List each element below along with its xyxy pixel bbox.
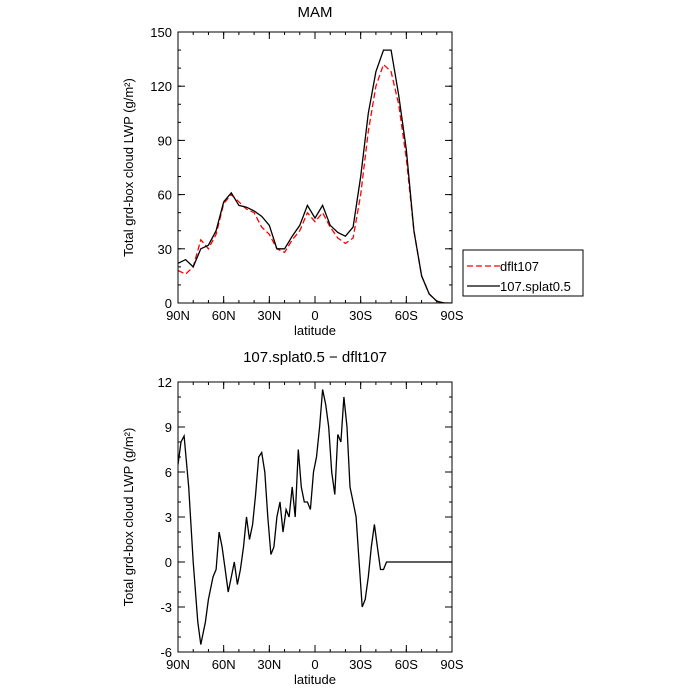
x-tick-label: 60N xyxy=(212,308,236,323)
x-tick-label: 30S xyxy=(349,308,372,323)
y-tick-label: 0 xyxy=(165,555,172,570)
legend-label: 107.splat0.5 xyxy=(500,279,571,294)
y-tick-label: -6 xyxy=(160,645,172,660)
y-tick-label: 30 xyxy=(158,242,172,257)
y-tick-label: 90 xyxy=(158,133,172,148)
y-tick-label: 9 xyxy=(165,420,172,435)
chart-title: 107.splat0.5 − dflt107 xyxy=(243,349,387,366)
x-tick-label: 90N xyxy=(166,657,190,672)
y-axis-label: Total grd-box cloud LWP (g/m²) xyxy=(121,428,136,607)
x-axis-label: latitude xyxy=(294,323,336,338)
x-tick-label: 60S xyxy=(395,308,418,323)
x-tick-label: 90N xyxy=(166,308,190,323)
x-tick-label: 30S xyxy=(349,657,372,672)
legend-box xyxy=(462,249,584,297)
x-tick-label: 60N xyxy=(212,657,236,672)
y-tick-label: 60 xyxy=(158,188,172,203)
y-tick-label: 3 xyxy=(165,510,172,525)
x-tick-label: 0 xyxy=(311,308,318,323)
series-line-difference xyxy=(178,389,452,645)
y-tick-label: 0 xyxy=(165,296,172,311)
legend-label: dflt107 xyxy=(500,259,539,274)
x-tick-label: 90S xyxy=(440,657,463,672)
legend: dflt107 107.splat0.5 xyxy=(462,249,584,297)
series-line-107-splat0-5 xyxy=(178,49,452,303)
plot-frame xyxy=(177,381,453,653)
x-tick-label: 60S xyxy=(395,657,418,672)
x-tick-label: 0 xyxy=(311,657,318,672)
plot-frame xyxy=(177,31,453,304)
series-line-dflt107 xyxy=(178,63,452,303)
x-axis-label: latitude xyxy=(294,672,336,687)
x-tick-label: 30N xyxy=(257,657,281,672)
y-axis-label: Total grd-box cloud LWP (g/m²) xyxy=(121,78,136,257)
chart-title: MAM xyxy=(298,4,333,21)
y-tick-label: 150 xyxy=(150,25,172,40)
y-tick-label: -3 xyxy=(160,600,172,615)
x-tick-label: 30N xyxy=(257,308,281,323)
y-tick-label: 120 xyxy=(150,79,172,94)
chart-panel-1: MAM 90N 60N 30N 0 30S 60S 90S 0 30 60 90 120 150 latit… xyxy=(121,4,584,338)
x-tick-label: 90S xyxy=(440,308,463,323)
y-tick-label: 6 xyxy=(165,465,172,480)
y-tick-label: 12 xyxy=(158,375,172,390)
